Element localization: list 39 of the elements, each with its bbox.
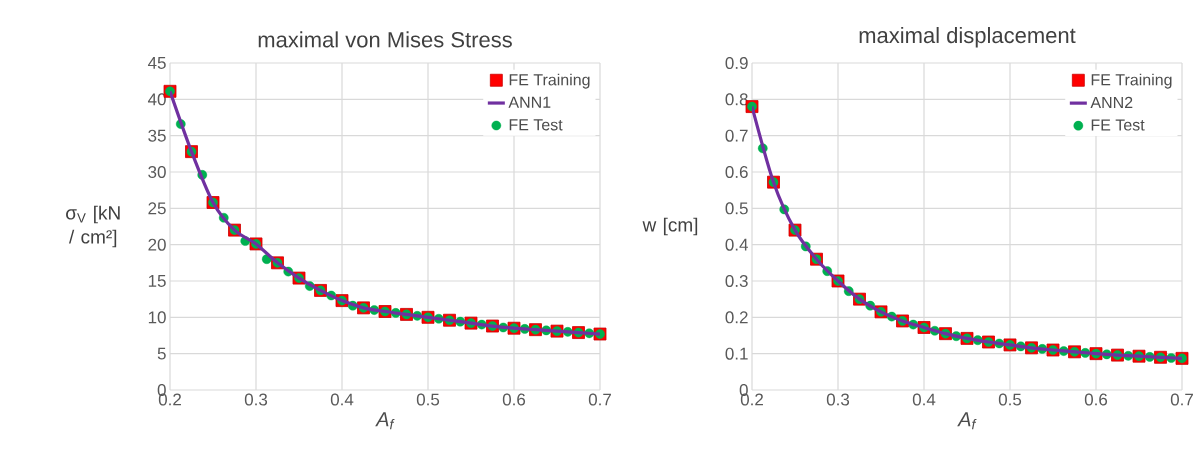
legend-label: ANN2 <box>1090 96 1133 108</box>
y-tick-label: 45 <box>147 57 166 69</box>
x-tick-label: 0.4 <box>330 393 354 406</box>
x-tick-label: 0.3 <box>826 393 850 406</box>
y-tick-label: 0.5 <box>725 202 748 215</box>
x-tick-label: 0.5 <box>416 393 440 406</box>
y-axis-title: w [cm] <box>642 217 698 236</box>
y-tick-label: 5 <box>157 347 166 360</box>
y-tick-label: 30 <box>148 165 166 179</box>
y-tick-label: 0.7 <box>725 129 748 142</box>
legend-label: FE Training <box>509 73 590 89</box>
x-tick-label: 0.6 <box>502 393 526 406</box>
y-tick-label: 20 <box>148 238 166 251</box>
y-tick-label: 0.2 <box>725 311 748 324</box>
y-tick-label: 0.4 <box>725 238 748 251</box>
y-tick-label: 0.6 <box>725 165 748 179</box>
y-tick-label: 15 <box>148 275 166 287</box>
y-tick-label: 35 <box>148 129 166 142</box>
chart-title: maximal displacement <box>859 26 1076 48</box>
y-tick-label: 0.1 <box>725 347 748 360</box>
x-tick-label: 0.4 <box>912 393 936 406</box>
x-axis-title: A$_{f}$ <box>375 412 395 430</box>
chart-title: maximal von Mises Stress <box>258 31 512 48</box>
y-tick-label: 0.3 <box>725 274 748 288</box>
legend-label: FE Training <box>1091 73 1172 89</box>
y-tick-label: 25 <box>148 202 166 215</box>
x-axis-title: A$_{f}$ <box>957 412 977 430</box>
x-tick-label: 0.3 <box>244 393 268 406</box>
legend-label: ANN1 <box>508 96 551 108</box>
y-tick-label: 0.9 <box>725 56 748 70</box>
legend-label: FE Test <box>509 119 563 131</box>
x-tick-label: 0.7 <box>1170 393 1193 406</box>
y-tick-label: 10 <box>148 311 166 324</box>
y-axis-title: σ$_{V}$ [kN / cm²] <box>66 205 120 248</box>
x-tick-label: 0.5 <box>998 393 1022 406</box>
x-tick-label: 0.7 <box>588 393 611 406</box>
x-tick-label: 0.6 <box>1084 393 1108 406</box>
legend-label: FE Test <box>1091 119 1145 131</box>
y-tick-label: 40 <box>147 93 166 106</box>
